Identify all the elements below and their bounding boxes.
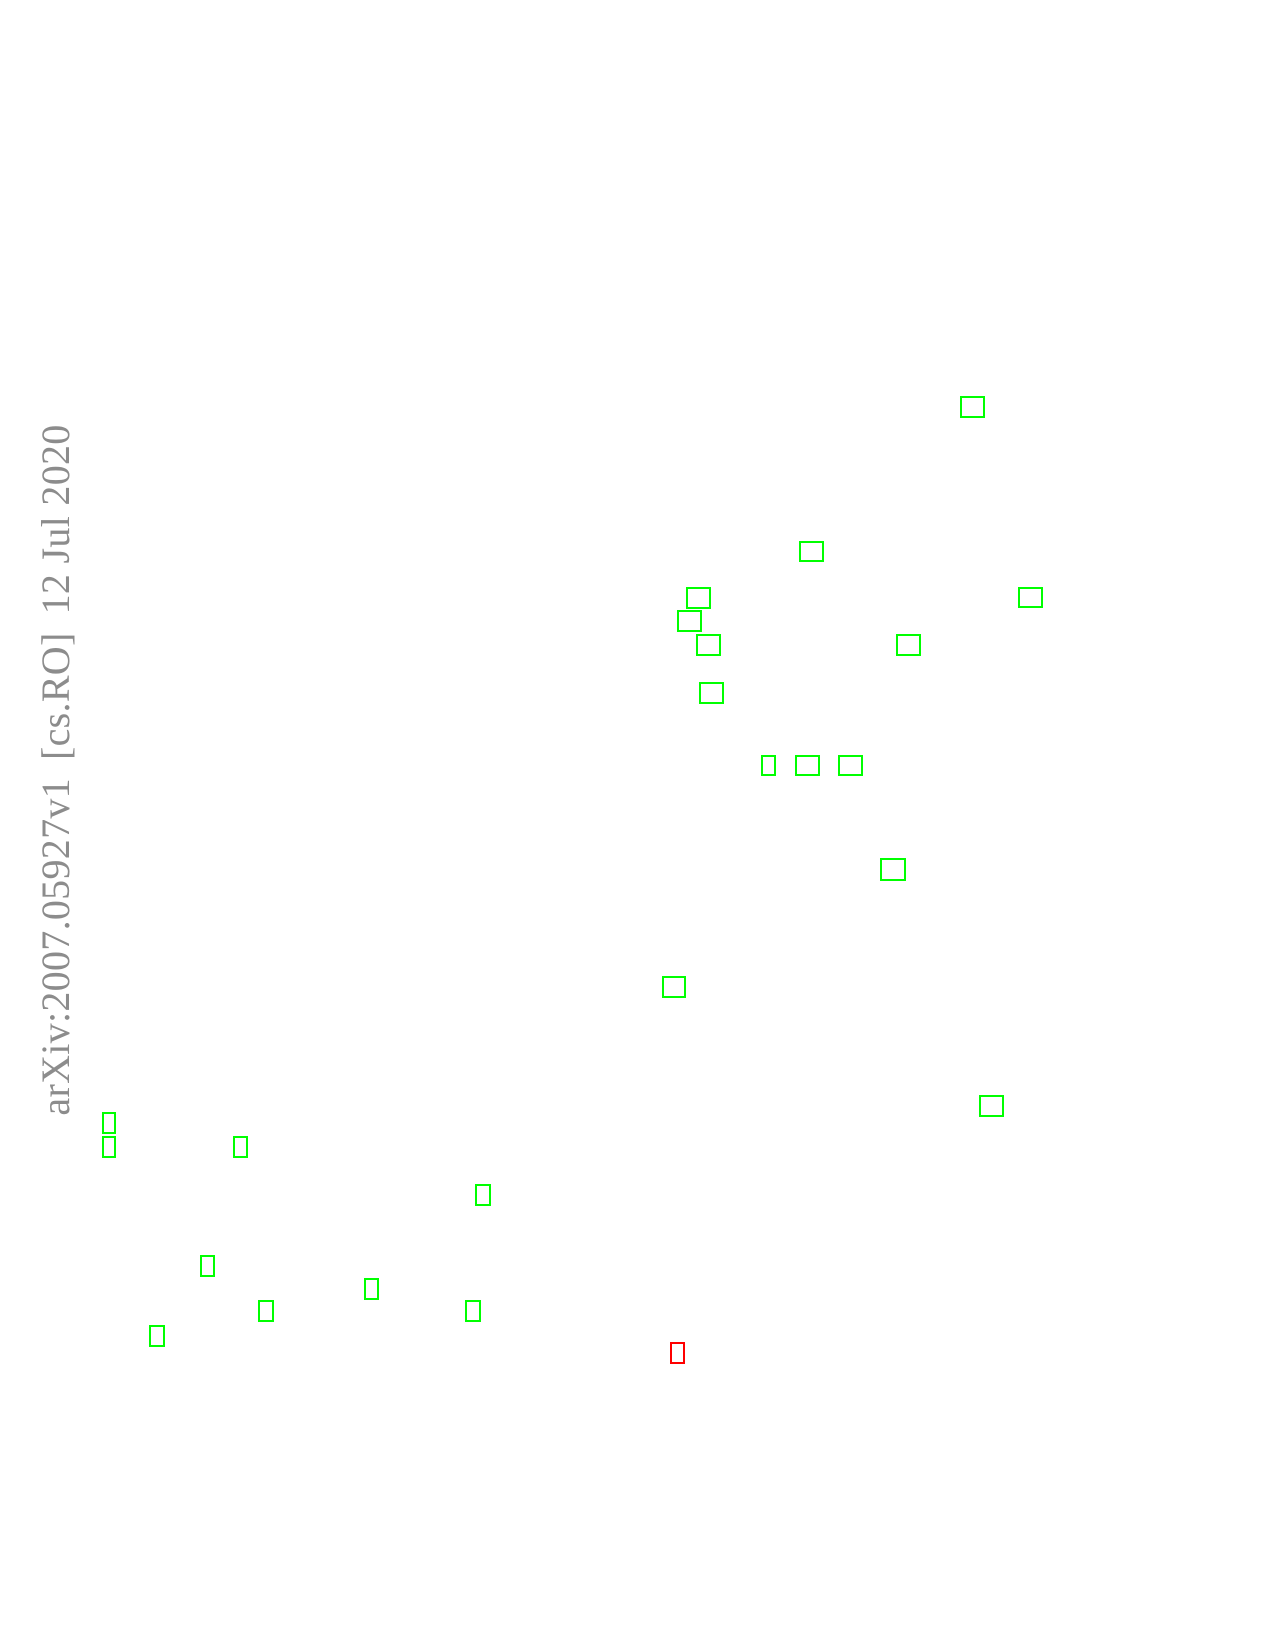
glyph-box — [799, 541, 824, 562]
glyph-box — [465, 1300, 481, 1322]
glyph-box — [102, 1136, 116, 1158]
glyph-box — [696, 634, 721, 656]
glyph-box — [979, 1095, 1004, 1117]
glyph-box — [200, 1255, 215, 1277]
arxiv-stamp: arXiv:2007.05927v1 [cs.RO] 12 Jul 2020 — [33, 424, 78, 1116]
glyph-box — [699, 682, 724, 704]
glyph-box — [896, 634, 921, 656]
glyph-box — [686, 587, 711, 609]
glyph-box — [258, 1300, 274, 1322]
glyph-box — [102, 1112, 116, 1134]
glyph-box — [1018, 587, 1043, 608]
glyph-box — [838, 755, 863, 776]
glyph-box — [662, 976, 686, 998]
arxiv-category: [cs.RO] — [33, 632, 78, 761]
glyph-box — [761, 755, 776, 776]
glyph-box — [149, 1325, 165, 1347]
glyph-box-alt — [670, 1342, 685, 1364]
glyph-box — [880, 858, 906, 881]
arxiv-identifier: arXiv:2007.05927v1 — [33, 778, 78, 1116]
glyph-box — [795, 755, 820, 776]
glyph-box — [364, 1278, 379, 1300]
glyph-box — [475, 1184, 491, 1206]
arxiv-date: 12 Jul 2020 — [33, 424, 78, 615]
glyph-box — [677, 610, 702, 632]
glyph-box — [960, 396, 985, 418]
glyph-box — [233, 1136, 248, 1158]
